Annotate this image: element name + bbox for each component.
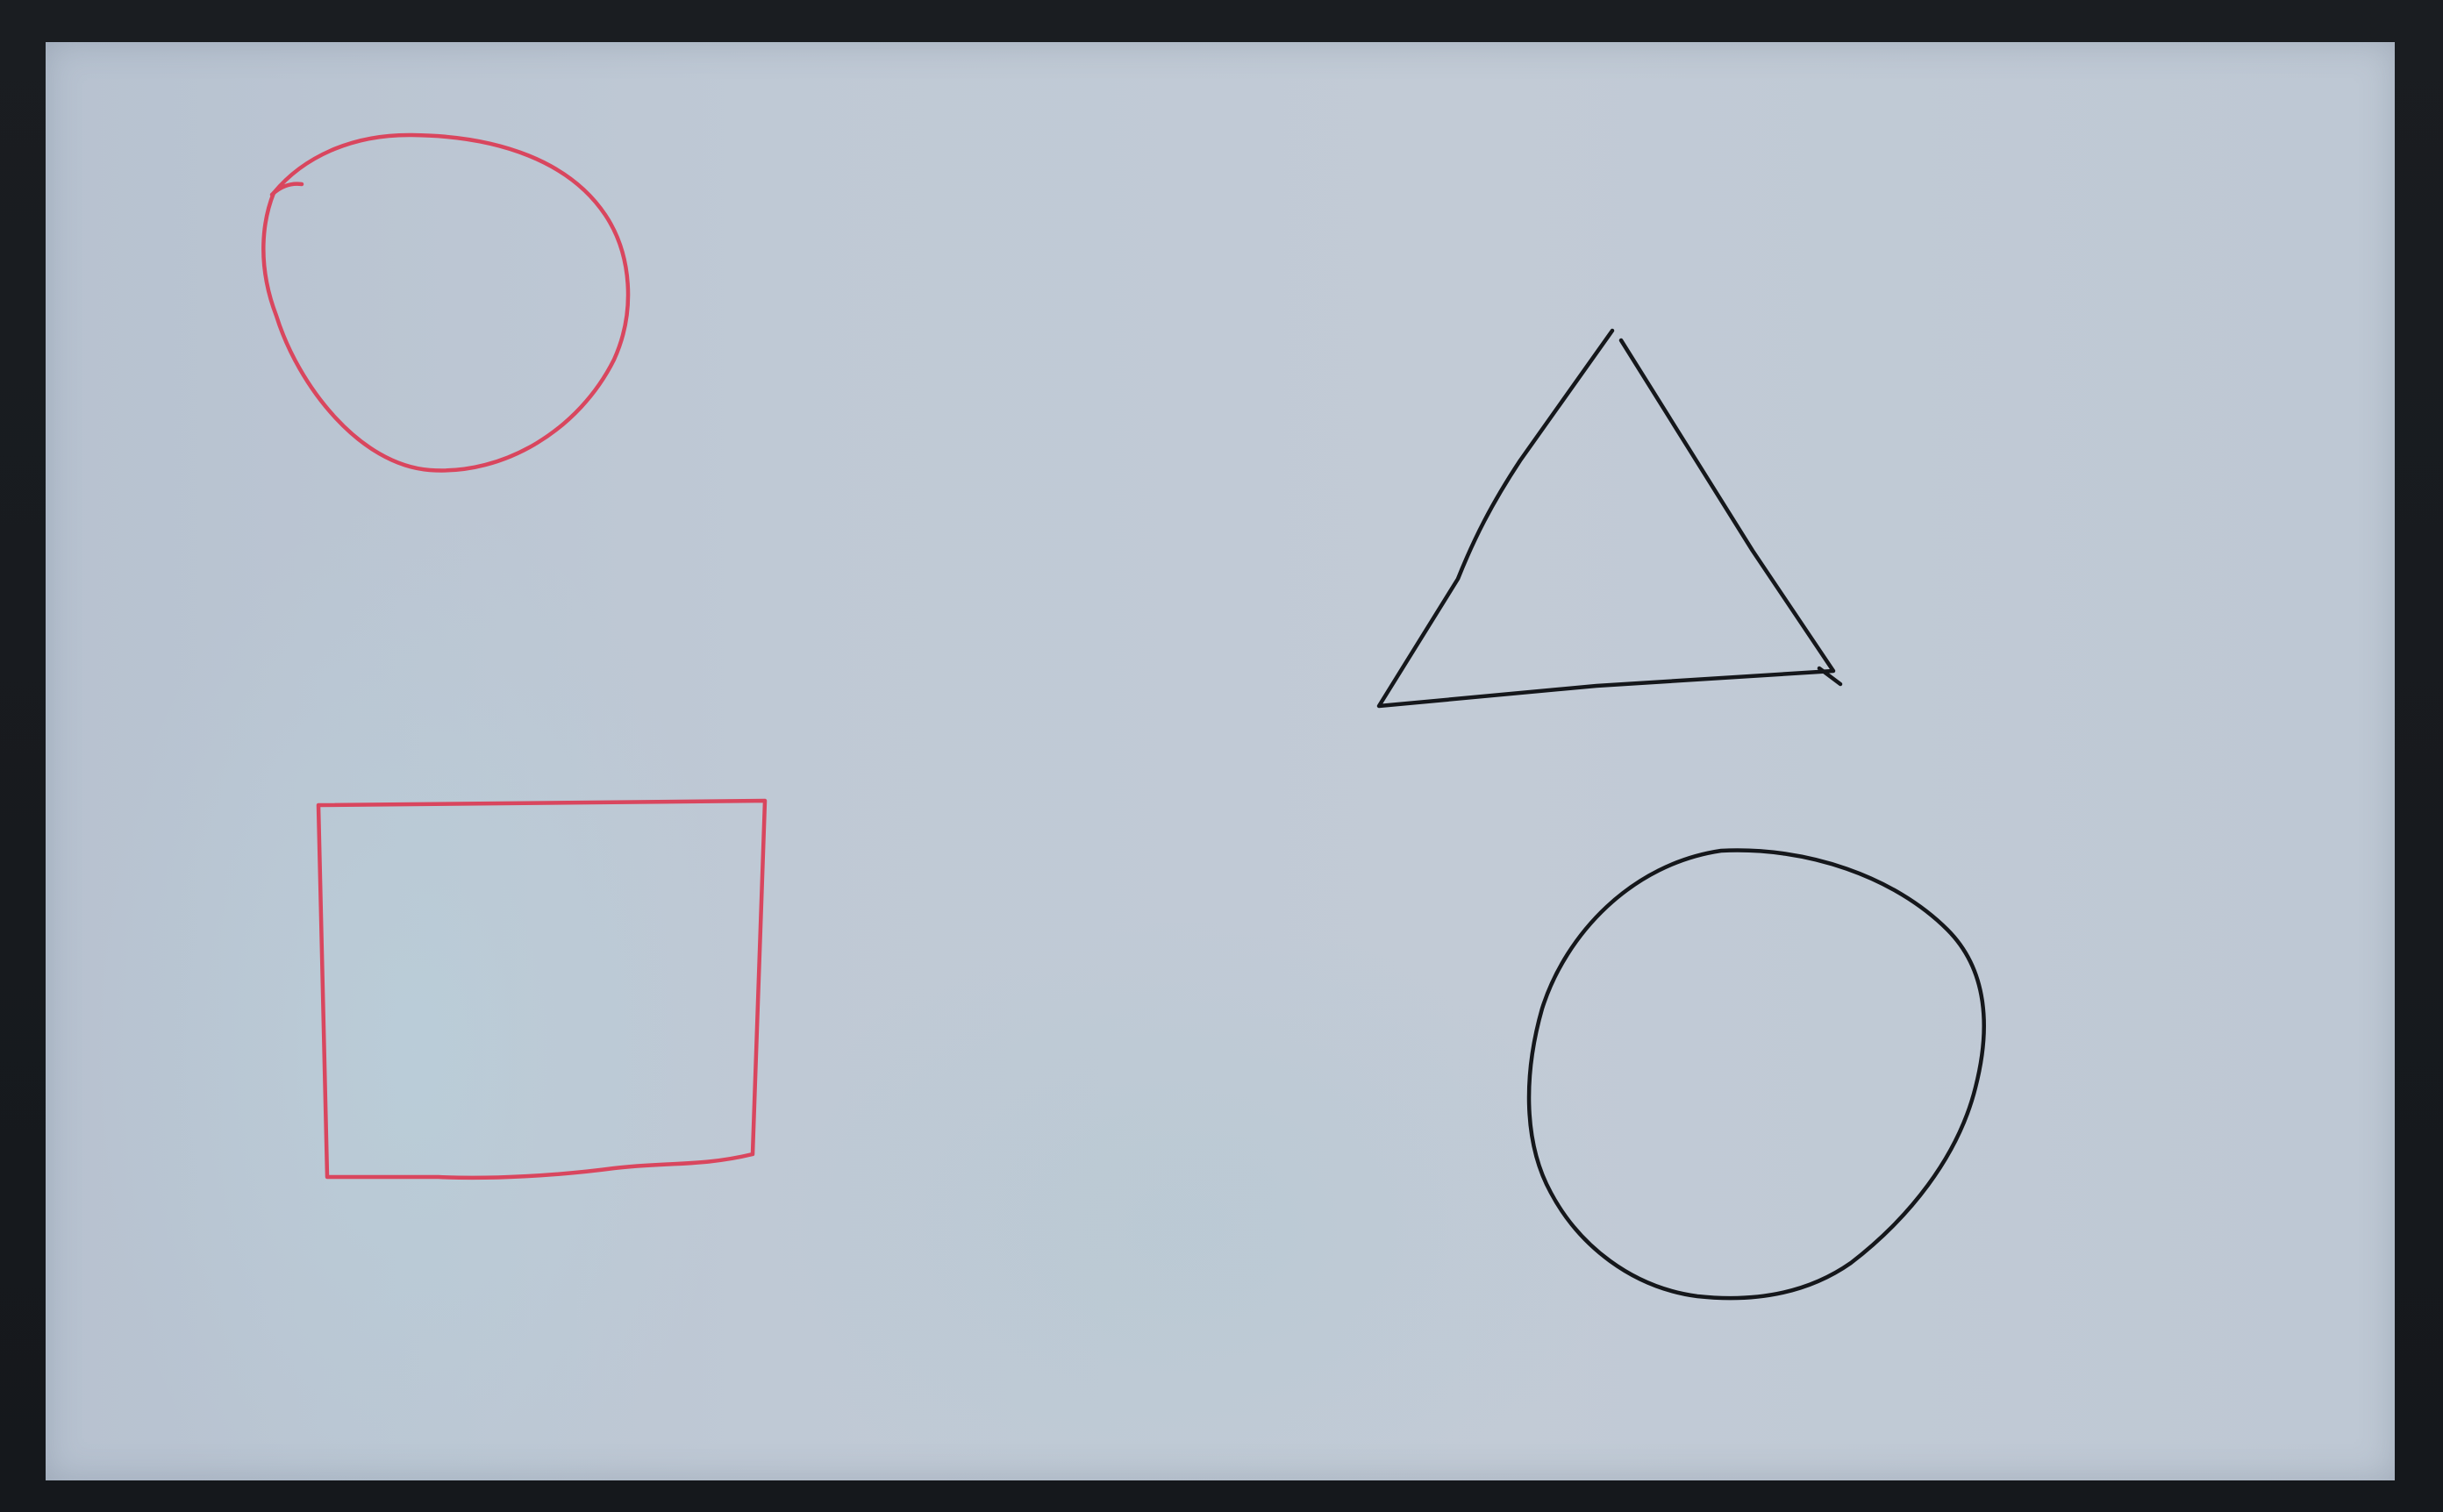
black-triangle-shape <box>1376 328 1836 709</box>
red-circle-shape <box>261 132 631 473</box>
black-triangle-corner-stroke <box>1817 666 1843 687</box>
whiteboard-surface <box>46 42 2395 1480</box>
red-circle-overlap-stroke <box>269 182 304 197</box>
red-square-shape <box>316 798 768 1180</box>
black-circle-shape <box>1526 848 1986 1301</box>
